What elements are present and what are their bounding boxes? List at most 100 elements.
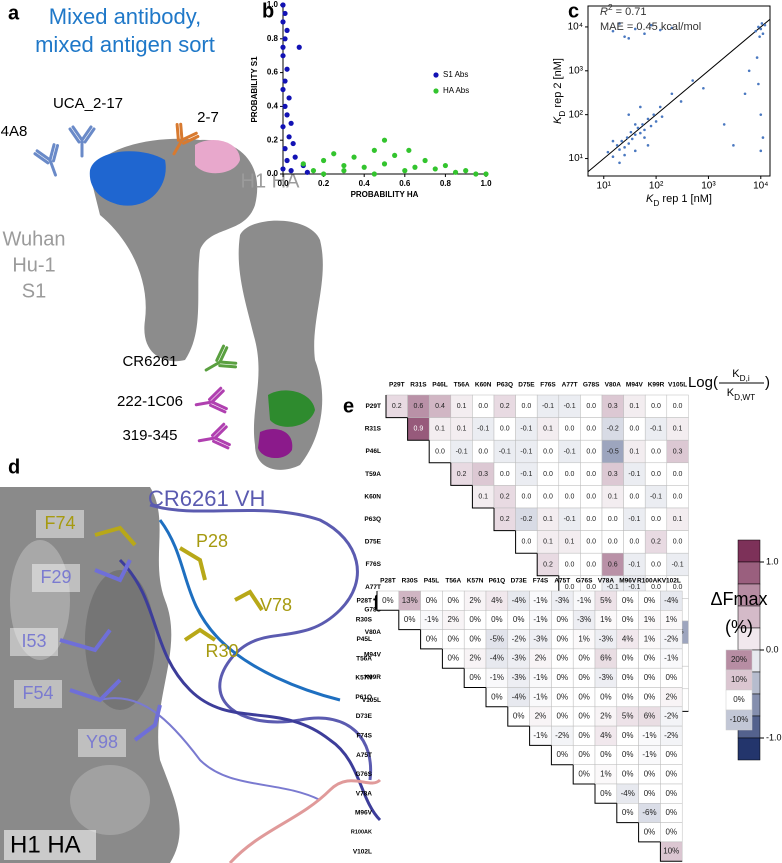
legend-label: 20% — [731, 655, 747, 664]
cell-label: 0.1 — [478, 494, 488, 501]
x-axis-label: KD rep 1 [nM] — [646, 193, 712, 208]
x-tick-label: 10³ — [701, 181, 716, 192]
cell-label: -1% — [642, 750, 656, 759]
antibody-chain — [208, 386, 223, 401]
cell-label: -3% — [577, 615, 591, 624]
ribbon — [118, 558, 382, 822]
point — [757, 82, 760, 86]
cell-label: 0.0 — [651, 561, 661, 568]
colorbar-title-part: D,WT — [734, 393, 755, 402]
cell-label: 0.2 — [500, 516, 510, 523]
antigen-label: S1 — [22, 280, 46, 302]
antibody-chain — [175, 122, 180, 142]
cell-label: -1% — [642, 731, 656, 740]
point — [412, 164, 418, 170]
cell-label: 0% — [622, 596, 634, 605]
row-label: R100AK — [351, 830, 372, 836]
cell-label: 0.0 — [586, 494, 596, 501]
point — [282, 146, 288, 152]
cell-label: -3% — [533, 634, 547, 643]
point — [639, 131, 642, 135]
cell-label: -0.1 — [477, 426, 489, 433]
cell-label: -1% — [424, 615, 438, 624]
cell-label: 0.0 — [630, 494, 640, 501]
antibody-chain — [194, 400, 214, 407]
cell-label: -0.1 — [607, 584, 619, 591]
cell-label: -1% — [490, 673, 504, 682]
cell-label: 0.1 — [543, 539, 553, 546]
x-axis-label-part: rep 1 [nM] — [659, 193, 712, 205]
point — [658, 28, 662, 32]
x-tick-label: 10² — [649, 181, 664, 192]
cell-label: -5% — [490, 634, 504, 643]
point — [761, 32, 765, 36]
point — [432, 166, 438, 172]
chain-label: CR6261 VH — [148, 486, 265, 511]
diagonal-edge — [572, 764, 595, 785]
colorbar-tick-label: 1.0 — [766, 556, 779, 566]
antibody-chain — [182, 134, 200, 145]
cell-label: 0.2 — [392, 403, 402, 410]
row-label: T59A — [365, 471, 381, 478]
cell-label: 0.3 — [608, 403, 618, 410]
antibody-chain — [83, 127, 96, 144]
antibody-chain — [218, 360, 238, 365]
surface-highlight — [10, 540, 70, 660]
row-label: P63Q — [364, 516, 381, 523]
antibody-label: 2-7 — [197, 109, 219, 126]
cell-label: 0% — [622, 769, 634, 778]
ha-epitope-purple — [258, 429, 293, 459]
cell-label: 0% — [557, 673, 569, 682]
cell-label: -2% — [664, 731, 678, 740]
cell-label: 0.0 — [651, 448, 661, 455]
cell-label: -0.1 — [650, 494, 662, 501]
y-axis-label: PROBABILITY S1 — [250, 56, 259, 123]
point — [633, 123, 637, 126]
x-tick-label: 10¹ — [597, 181, 612, 192]
cell-label: -0.1 — [628, 516, 640, 523]
ha-epitope-green — [268, 390, 315, 427]
x-axis-label-part: K — [646, 193, 654, 205]
surface-shadow — [85, 570, 155, 710]
point — [321, 157, 327, 164]
row-label: K99R — [364, 674, 381, 681]
cell-label: 0% — [622, 808, 634, 817]
cell-label: -0.1 — [628, 561, 640, 568]
cell-label: 0% — [513, 712, 525, 721]
cell-label: 0.0 — [651, 403, 661, 410]
residue-label: F29 — [40, 567, 71, 587]
row-label: M96V — [355, 810, 373, 817]
point — [643, 128, 646, 132]
colorbar-segment — [737, 737, 761, 761]
point — [679, 100, 683, 103]
antibody-chain — [218, 364, 238, 369]
antibody-icon — [194, 386, 228, 414]
panel-a-structures — [89, 138, 323, 470]
cell-label: 0.0 — [608, 516, 618, 523]
point — [452, 169, 459, 175]
cell-label: -0.1 — [520, 426, 532, 433]
cell-label: 1% — [600, 769, 612, 778]
point — [763, 23, 767, 27]
column-label: A77T — [562, 382, 578, 389]
cell-label: -4% — [490, 654, 504, 663]
y-tick-label: 10³ — [569, 65, 584, 76]
point — [758, 35, 761, 38]
cell-label: 0.0 — [586, 403, 596, 410]
cell-label: 0.0 — [673, 584, 683, 591]
cell-label: 0.0 — [543, 471, 553, 478]
cell-label: -0.1 — [628, 471, 640, 478]
row-label: F74S — [356, 732, 372, 739]
colorbar-title: KD,i — [732, 368, 750, 383]
diagonal-edge — [485, 687, 508, 708]
y-tick-label: 0.8 — [267, 34, 279, 43]
residue-label: I53 — [21, 631, 46, 651]
cell-label: -0.1 — [650, 426, 662, 433]
cell-label: 0.1 — [457, 426, 467, 433]
point — [654, 120, 658, 123]
identity-line — [587, 18, 771, 173]
y-tick-label: 10¹ — [569, 153, 584, 164]
cell-label: 0.0 — [586, 426, 596, 433]
x-axis-label: PROBABILITY HA — [351, 190, 419, 199]
point — [761, 136, 765, 139]
